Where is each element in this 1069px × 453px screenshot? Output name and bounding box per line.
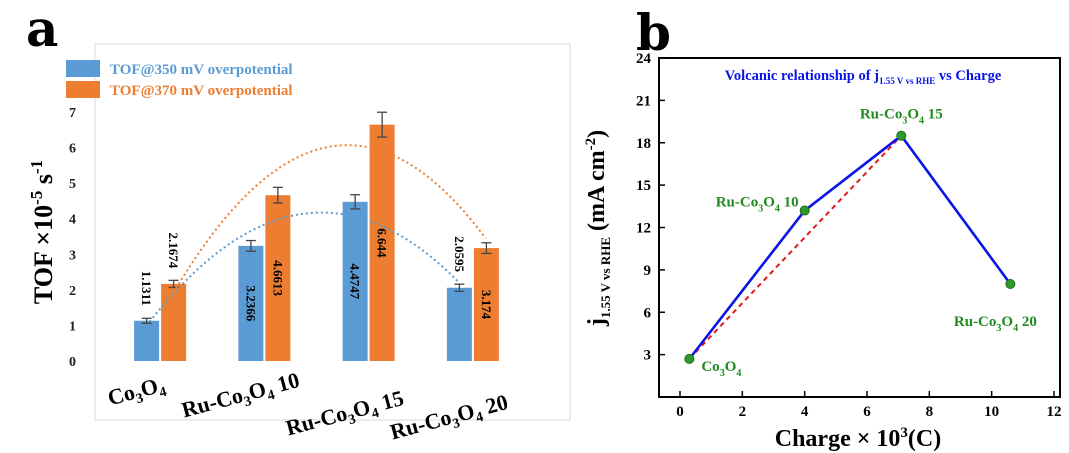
y-tick-label-b: 24 bbox=[636, 51, 652, 67]
y-tick-label-a: 4 bbox=[69, 213, 76, 228]
data-point-marker bbox=[1005, 279, 1016, 289]
bar-370mV bbox=[161, 283, 187, 361]
y-axis-label-b: j1.55 V vs RHE (mA cm-2) bbox=[583, 130, 613, 327]
y-tick-label-a: 3 bbox=[69, 248, 76, 263]
bar-350mV bbox=[134, 320, 160, 361]
point-label-b: Ru-Co3O4 10 bbox=[716, 195, 799, 215]
bar-data-label: 2.1674 bbox=[166, 232, 181, 268]
data-point-marker bbox=[896, 130, 907, 141]
bar-data-label: 6.644 bbox=[375, 228, 390, 258]
bar-data-label: 4.6613 bbox=[270, 260, 285, 296]
legend-swatch bbox=[66, 60, 100, 77]
x-axis-label-b: Charge × 103(C) bbox=[775, 425, 942, 452]
bar-370mV bbox=[265, 195, 291, 361]
x-tick-label-b: 6 bbox=[863, 404, 871, 420]
legend-label: TOF@350 mV overpotential bbox=[110, 62, 293, 78]
x-tick-label-b: 2 bbox=[739, 404, 747, 420]
y-tick-label-b: 21 bbox=[636, 93, 651, 109]
x-tick-label-b: 10 bbox=[984, 404, 999, 420]
y-tick-label-b: 18 bbox=[636, 136, 651, 152]
x-tick-label-b: 4 bbox=[801, 404, 809, 420]
bar-350mV bbox=[238, 245, 264, 361]
y-tick-label-a: 2 bbox=[69, 284, 76, 299]
x-category-label-a: Co3O4 bbox=[105, 371, 169, 414]
data-point-marker bbox=[684, 353, 695, 364]
y-tick-label-a: 5 bbox=[69, 177, 76, 192]
data-point-marker bbox=[799, 205, 810, 216]
x-category-label-a: Ru-Co3O4 15 bbox=[283, 385, 407, 444]
bar-350mV bbox=[446, 287, 472, 361]
y-tick-label-a: 7 bbox=[69, 106, 76, 121]
point-label-b: Ru-Co3O4 20 bbox=[954, 314, 1037, 334]
y-tick-label-a: 6 bbox=[69, 142, 76, 157]
y-tick-label-a: 1 bbox=[69, 319, 76, 334]
x-tick-label-b: 8 bbox=[926, 404, 934, 420]
y-tick-label-a: 0 bbox=[69, 355, 76, 370]
bar-data-label: 1.1311 bbox=[139, 271, 154, 306]
bar-350mV bbox=[342, 201, 368, 361]
bar-370mV bbox=[369, 124, 395, 362]
legend-swatch bbox=[66, 81, 100, 98]
bar-data-label: 3.174 bbox=[479, 290, 494, 320]
panel-letter-b: b bbox=[636, 3, 671, 62]
y-tick-label-b: 3 bbox=[644, 348, 652, 364]
bar-data-label: 4.4747 bbox=[348, 264, 363, 300]
legend-label: TOF@370 mV overpotential bbox=[110, 83, 293, 99]
trendline-350mV bbox=[145, 211, 460, 327]
data-line bbox=[688, 133, 1012, 360]
panel-a-plot-frame bbox=[94, 43, 571, 421]
chart-title-b: Volcanic relationship of j1.55 V vs RHE … bbox=[725, 68, 1002, 86]
trendline-370mV bbox=[172, 144, 487, 294]
bar-data-label: 2.0595 bbox=[452, 236, 467, 272]
y-tick-label-b: 12 bbox=[636, 221, 651, 237]
x-tick-label-b: 0 bbox=[676, 404, 684, 420]
bar-data-label: 3.2366 bbox=[243, 286, 258, 322]
bar-370mV bbox=[473, 248, 499, 361]
panel-letter-a: a bbox=[26, 0, 59, 58]
point-label-b: Co3O4 bbox=[701, 359, 741, 379]
y-tick-label-b: 15 bbox=[636, 178, 651, 194]
x-category-label-a: Ru-Co3O4 20 bbox=[387, 389, 511, 448]
y-tick-label-b: 9 bbox=[644, 263, 652, 279]
y-tick-label-b: 6 bbox=[644, 305, 652, 321]
y-axis-label-a: TOF ×10-5 s-1 bbox=[27, 160, 58, 304]
x-tick-label-b: 12 bbox=[1047, 404, 1062, 420]
point-label-b: Ru-Co3O4 15 bbox=[860, 107, 943, 127]
